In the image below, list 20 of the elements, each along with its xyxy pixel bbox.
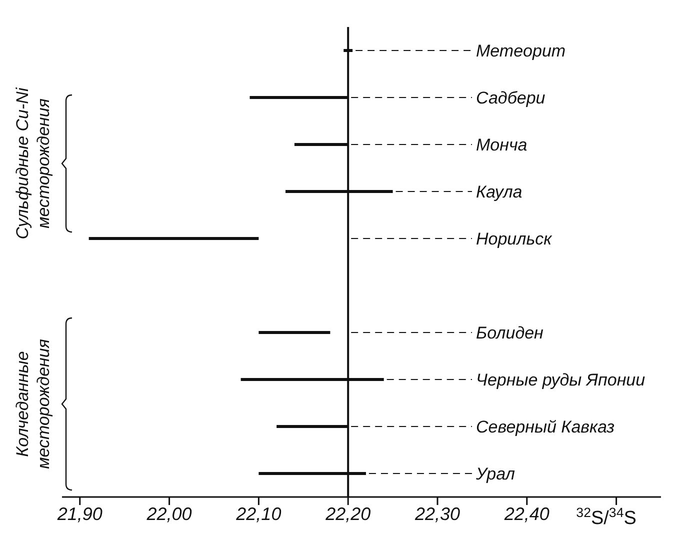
text: Сульфидные Cu-Ni месторождения xyxy=(13,86,53,240)
y-tick-label: Метеорит xyxy=(476,42,566,60)
x-tick-label: 22,00 xyxy=(146,504,192,524)
y-tick-label: Садбери xyxy=(476,88,546,108)
text: Колчеданные месторождения xyxy=(13,339,53,469)
bar xyxy=(88,237,259,240)
x-tick-label: 22,30 xyxy=(414,504,460,524)
y-tick-label: Урал xyxy=(475,464,516,484)
x-tick-label: 21,90 xyxy=(56,504,102,524)
y-tick-label: Болиден xyxy=(476,324,544,342)
x-tick-label: 22,20 xyxy=(324,504,371,524)
x-axis-title: $^{32}$S/$^{34}$S xyxy=(576,504,636,529)
y-tick-label: Монча xyxy=(476,136,528,154)
x-tick-label: 22,10 xyxy=(235,504,282,524)
y-tick-label: Черные руды Японии xyxy=(476,370,646,390)
bar xyxy=(258,331,330,334)
y-tick-label: Каула xyxy=(476,182,522,202)
x-tick-label: 22,40 xyxy=(503,504,550,524)
y-tick-label: Северный Кавказ xyxy=(476,418,615,436)
y-tick-label: Норильск xyxy=(476,230,553,248)
